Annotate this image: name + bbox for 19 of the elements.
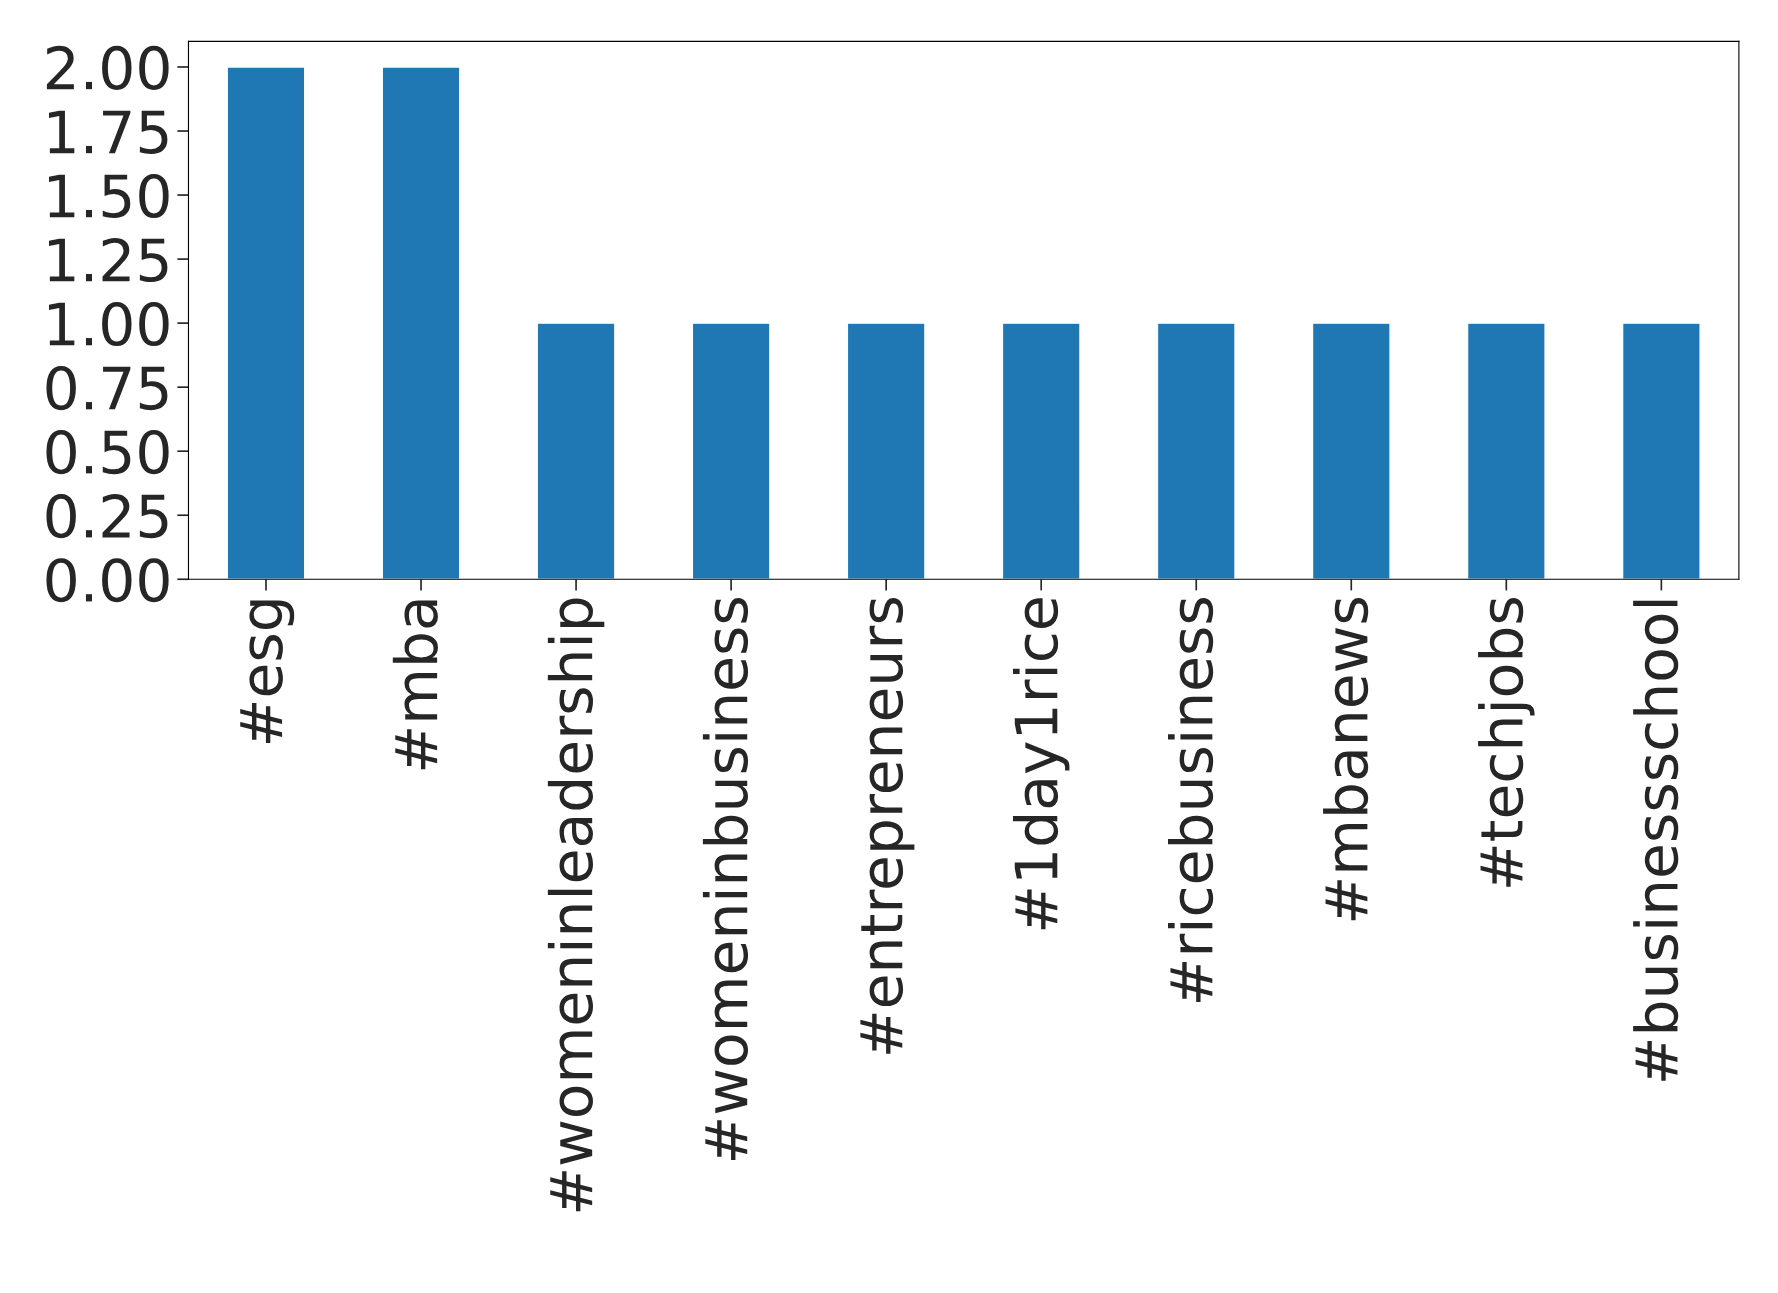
y-tick-label: 0.25: [46, 494, 168, 539]
x-tick-label: #womeninbusiness: [702, 598, 749, 1161]
x-tick-label: #mba: [392, 600, 438, 770]
x-tick-label: #ricebusiness: [1168, 598, 1214, 1002]
y-tick-label: 2.00: [46, 45, 169, 90]
x-tick-label: #mbanews: [1323, 598, 1369, 921]
y-tick-label: 1.25: [49, 237, 168, 283]
y-tick-label: 1.75: [49, 110, 168, 155]
x-tick-label: #esg: [240, 600, 295, 743]
y-tick-label: 1.00: [49, 301, 169, 347]
y-tick-label: 0.75: [46, 366, 168, 411]
x-tick-label: #businessschool: [1633, 600, 1679, 1081]
x-tick-label: #techjobs: [1478, 598, 1535, 887]
y-tick-label: 1.50: [49, 173, 169, 219]
x-tick-label: #entrepreneurs: [860, 598, 915, 1054]
x-tick-label: #womeninleadership: [547, 598, 605, 1212]
y-tick-label: 0.00: [46, 558, 169, 603]
x-tick-label: #1day1rice: [1012, 598, 1070, 930]
y-tick-label: 0.50: [46, 430, 169, 475]
